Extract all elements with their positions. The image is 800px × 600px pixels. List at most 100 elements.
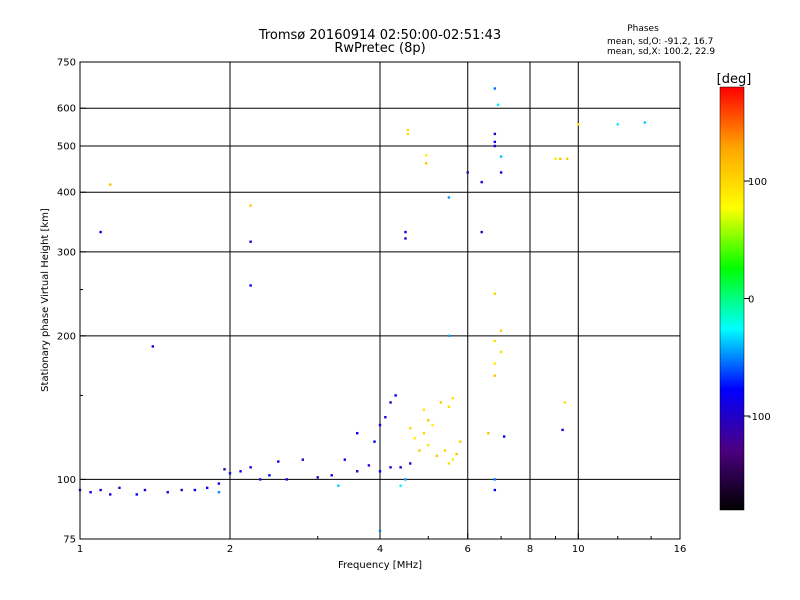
colorbar [719, 86, 745, 511]
data-point [466, 171, 469, 174]
data-point [109, 493, 112, 496]
data-point [493, 362, 497, 365]
data-point [399, 484, 402, 487]
data-point [228, 472, 232, 475]
data-point [447, 196, 451, 199]
y-tick-label: 400 [57, 188, 76, 199]
data-point [459, 440, 462, 443]
data-point [409, 462, 412, 465]
colorbar-ticks: 100 0 -100 [744, 177, 771, 423]
data-point [135, 493, 138, 496]
data-point [316, 476, 319, 479]
data-point [268, 474, 271, 477]
data-point [435, 454, 438, 458]
data-point [378, 470, 382, 473]
data-point [493, 339, 497, 343]
data-point [355, 431, 359, 435]
data-point [496, 103, 500, 107]
data-point [394, 394, 397, 397]
colorbar-label: [deg] [717, 72, 752, 87]
data-point [249, 466, 252, 469]
data-point [99, 230, 102, 234]
data-point [554, 157, 557, 161]
data-point [643, 121, 647, 124]
data-point [337, 484, 340, 487]
data-point [277, 460, 280, 463]
data-points [78, 87, 647, 533]
colorbar-tick-label: 0 [748, 295, 754, 306]
x-tick-label: 4 [377, 544, 383, 555]
data-point [413, 437, 417, 440]
data-point [439, 401, 443, 404]
x-tick-label: 10 [572, 544, 585, 555]
data-point [143, 488, 147, 492]
data-point [422, 408, 426, 411]
y-axis-label: Stationary phase Virtual Height [km] [40, 208, 51, 392]
data-point [355, 470, 359, 473]
y-axis-ticks: 75 100 200 300 400 500 600 750 [57, 58, 86, 546]
data-point [205, 486, 209, 490]
data-point [378, 529, 382, 533]
data-point [493, 140, 497, 144]
data-point [249, 204, 252, 207]
data-point [249, 284, 252, 287]
data-point [424, 162, 428, 165]
x-axis-label: Frequency [MHz] [338, 560, 422, 571]
data-point [493, 87, 497, 90]
data-point [499, 350, 503, 354]
data-point [451, 396, 455, 400]
phases-line-o: mean, sd,O: -91.2, 16.7 [607, 37, 713, 47]
data-point [565, 157, 569, 161]
data-point [502, 435, 506, 438]
data-point [193, 488, 197, 492]
data-point [285, 478, 288, 481]
colorbar-tick-label: -100 [748, 412, 771, 423]
y-tick-label: 750 [57, 58, 76, 69]
data-point [447, 405, 451, 408]
data-point [373, 440, 376, 443]
x-tick-label: 1 [77, 544, 83, 555]
data-point [493, 374, 497, 377]
data-point [493, 132, 497, 136]
data-point [399, 466, 402, 469]
data-point [451, 458, 455, 461]
phases-line-x: mean, sd,X: 100.2, 22.9 [607, 47, 715, 57]
data-point [480, 230, 483, 234]
data-point [180, 488, 183, 492]
data-point [443, 449, 447, 452]
data-point [249, 240, 252, 243]
data-point [427, 419, 430, 422]
data-point [89, 491, 92, 494]
data-point [118, 486, 121, 490]
chart-title: Tromsø 20160914 02:50:00-02:51:43 [258, 28, 501, 43]
data-point [447, 462, 451, 465]
phases-title: Phases [627, 24, 659, 34]
data-point [109, 183, 112, 186]
data-point [389, 401, 392, 404]
data-point [384, 416, 387, 419]
data-point [447, 334, 451, 338]
data-point [493, 292, 497, 295]
y-tick-label: 600 [57, 104, 76, 115]
chart-subtitle: RwPretec (8p) [334, 41, 425, 56]
y-tick-label: 75 [63, 535, 76, 546]
x-axis-ticks: 1 2 4 6 8 10 16 [77, 533, 686, 555]
data-point [431, 423, 434, 427]
data-point [343, 458, 347, 461]
data-point [563, 401, 567, 404]
data-point [99, 488, 102, 492]
data-point [480, 180, 483, 184]
data-point [577, 123, 580, 126]
data-point [404, 478, 407, 481]
grid-lines [80, 62, 680, 539]
x-tick-label: 2 [227, 544, 233, 555]
colorbar-tick-label: 100 [748, 177, 767, 188]
data-point [616, 123, 619, 126]
data-point [406, 132, 410, 136]
data-point [367, 464, 371, 467]
data-point [493, 488, 497, 492]
data-point [406, 128, 410, 132]
y-tick-label: 500 [57, 141, 76, 152]
data-point [493, 478, 497, 481]
